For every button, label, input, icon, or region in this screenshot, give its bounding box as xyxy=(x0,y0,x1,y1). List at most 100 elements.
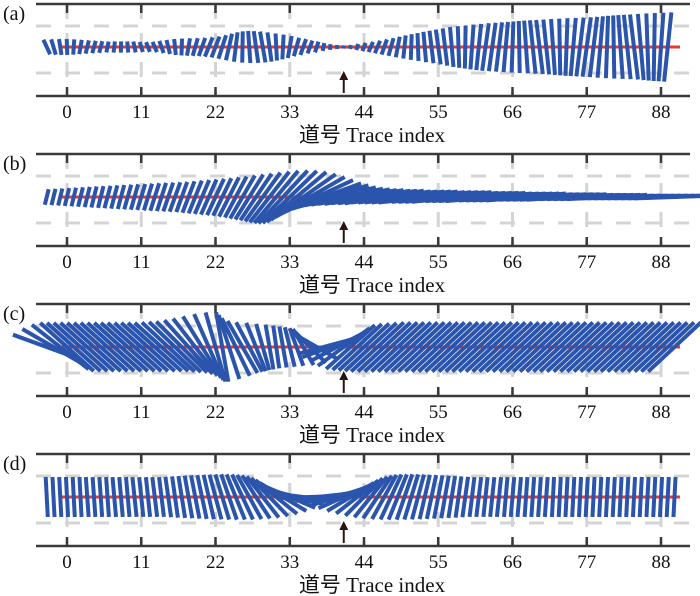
stick-mark xyxy=(397,320,453,374)
stick-mark xyxy=(471,320,527,374)
tick-label: 0 xyxy=(62,102,72,123)
stick-mark xyxy=(96,185,106,209)
stick-mark xyxy=(662,12,674,82)
stick-mark xyxy=(430,320,487,374)
stick-mark xyxy=(246,30,253,64)
stick-mark xyxy=(163,476,174,518)
stick-mark xyxy=(628,14,640,80)
stick-mark xyxy=(327,44,333,50)
tick-label: 33 xyxy=(280,552,299,573)
stick-mark xyxy=(72,321,129,373)
stick-mark xyxy=(126,321,183,373)
tick-label: 66 xyxy=(503,402,522,423)
stick-mark xyxy=(231,32,240,62)
stick-mark xyxy=(417,320,473,374)
stick-panel-d: 0 11 22 33 44 55 66 77 88 道号 Trace index (d) xyxy=(3,452,690,596)
stick-mark xyxy=(421,31,429,63)
stick-mark xyxy=(30,323,90,371)
stick-mark xyxy=(213,473,232,521)
stick-mark xyxy=(439,475,451,519)
stick-mark xyxy=(83,476,91,518)
stick-mark xyxy=(501,21,510,73)
stick-mark xyxy=(202,36,215,58)
stick-mark xyxy=(209,35,222,59)
stick-mark xyxy=(170,476,180,518)
stick-mark xyxy=(144,41,152,53)
tick-label: 33 xyxy=(280,102,299,123)
stick-mark xyxy=(243,171,283,223)
stick-mark xyxy=(69,187,79,207)
stick-mark xyxy=(410,474,426,520)
stick-mark xyxy=(199,178,219,216)
tick-label: 77 xyxy=(577,102,596,123)
stick-mark xyxy=(59,321,116,373)
stick-mark xyxy=(440,28,450,66)
stick-mark xyxy=(113,321,170,373)
stick-mark xyxy=(164,39,172,55)
stick-mark xyxy=(597,476,604,518)
stick-mark xyxy=(161,181,176,213)
stick-mark xyxy=(216,34,228,60)
stick-mark xyxy=(313,41,321,53)
tick-label: 44 xyxy=(355,252,375,273)
stick-mark xyxy=(285,35,294,59)
stick-mark xyxy=(179,38,185,56)
stick-mark xyxy=(508,476,517,518)
stick-mark xyxy=(541,19,552,75)
stick-mark xyxy=(240,31,245,63)
stick-mark xyxy=(651,12,657,82)
stick-mark xyxy=(366,41,375,53)
stick-mark xyxy=(70,476,77,518)
stick-mark xyxy=(493,22,505,72)
stick-mark xyxy=(626,320,682,374)
stick-mark xyxy=(563,476,570,518)
stick-mark xyxy=(305,39,315,55)
stick-mark xyxy=(348,44,353,50)
stick-mark xyxy=(97,476,105,518)
stick-mark xyxy=(502,476,510,518)
arrow-marker-head xyxy=(339,371,349,380)
stick-mark xyxy=(104,41,111,53)
tick-label: 55 xyxy=(429,552,448,573)
stick-mark xyxy=(635,13,646,81)
stick-mark xyxy=(124,476,132,518)
tick-label: 22 xyxy=(206,402,225,423)
stick-mark xyxy=(271,325,282,369)
stick-mark xyxy=(265,32,274,62)
tick-label: 33 xyxy=(280,402,299,423)
stick-mark xyxy=(256,169,310,225)
tick-label: 66 xyxy=(503,552,522,573)
stick-mark xyxy=(82,186,92,208)
stick-mark xyxy=(261,169,319,225)
stick-mark xyxy=(354,43,361,51)
stick-mark xyxy=(498,320,554,374)
stick-mark xyxy=(201,474,216,520)
panel-label: (b) xyxy=(3,153,26,175)
tick-label: 88 xyxy=(652,402,671,423)
stick-mark xyxy=(637,476,644,518)
tick-label: 44 xyxy=(355,552,375,573)
stick-mark xyxy=(481,476,490,518)
stick-mark xyxy=(334,478,380,516)
stick-mark xyxy=(576,476,584,518)
stick-mark xyxy=(595,16,605,78)
stick-mark xyxy=(552,320,608,374)
stick-mark xyxy=(189,475,202,519)
stick-mark xyxy=(157,40,166,54)
stick-mark xyxy=(572,320,628,374)
stick-mark xyxy=(143,476,153,518)
stick-mark xyxy=(402,473,421,521)
stick-mark xyxy=(619,320,676,374)
stick-mark xyxy=(403,320,460,374)
stick-mark xyxy=(167,181,183,213)
stick-mark xyxy=(234,321,265,373)
stick-mark xyxy=(248,170,291,224)
stick-mark xyxy=(460,476,471,518)
stick-mark xyxy=(97,40,105,54)
stick-mark xyxy=(240,474,272,520)
stick-mark xyxy=(186,179,204,215)
stick-mark xyxy=(223,33,235,61)
stick-mark xyxy=(361,474,394,520)
stick-mark xyxy=(131,41,138,53)
stick-mark xyxy=(182,475,195,519)
